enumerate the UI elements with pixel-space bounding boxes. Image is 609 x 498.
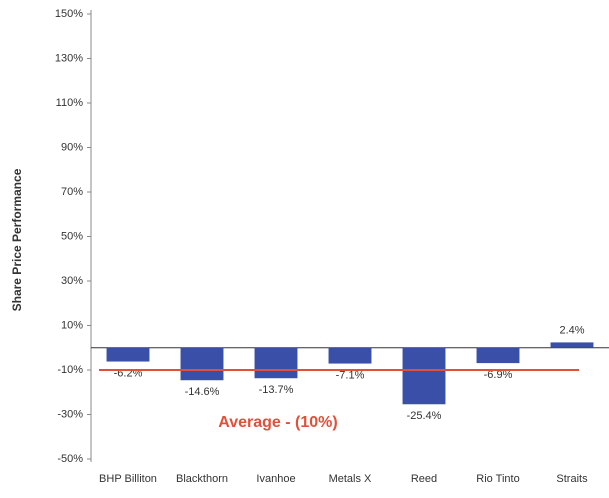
x-tick-label: Ivanhoe [256,473,295,485]
bar [106,347,150,362]
x-tick-label: Straits [556,473,588,485]
y-tick-label: -30% [57,408,83,420]
y-tick-label: 30% [61,275,83,287]
bar [550,342,594,348]
y-tick-label: 150% [55,8,83,20]
x-tick-label: Rio Tinto [476,473,519,485]
y-tick-label: 70% [61,186,83,198]
y-axis-label: Share Price Performance [10,168,24,311]
y-tick-label: 130% [55,52,83,64]
x-tick-label: Blackthorn [176,473,228,485]
value-label: -13.7% [259,384,294,396]
bar [476,347,520,364]
value-label: -7.1% [336,369,365,381]
bar [328,347,372,364]
value-label: 2.4% [559,324,584,336]
y-tick-label: 10% [61,319,83,331]
x-tick-label: Metals X [329,473,372,485]
bar [254,347,298,379]
y-tick-label: 90% [61,141,83,153]
value-label: -14.6% [185,386,220,398]
y-tick-label: -10% [57,364,83,376]
y-tick-label: 110% [56,97,84,109]
y-tick-label: -50% [57,453,83,465]
average-label: Average - (10%) [218,414,337,431]
bar [402,347,446,405]
bar [180,347,224,381]
value-label: -6.9% [484,369,513,381]
value-label: -25.4% [407,410,442,422]
x-tick-label: Reed [411,473,437,485]
y-tick-label: 50% [61,230,83,242]
x-tick-label: BHP Billiton [99,473,157,485]
